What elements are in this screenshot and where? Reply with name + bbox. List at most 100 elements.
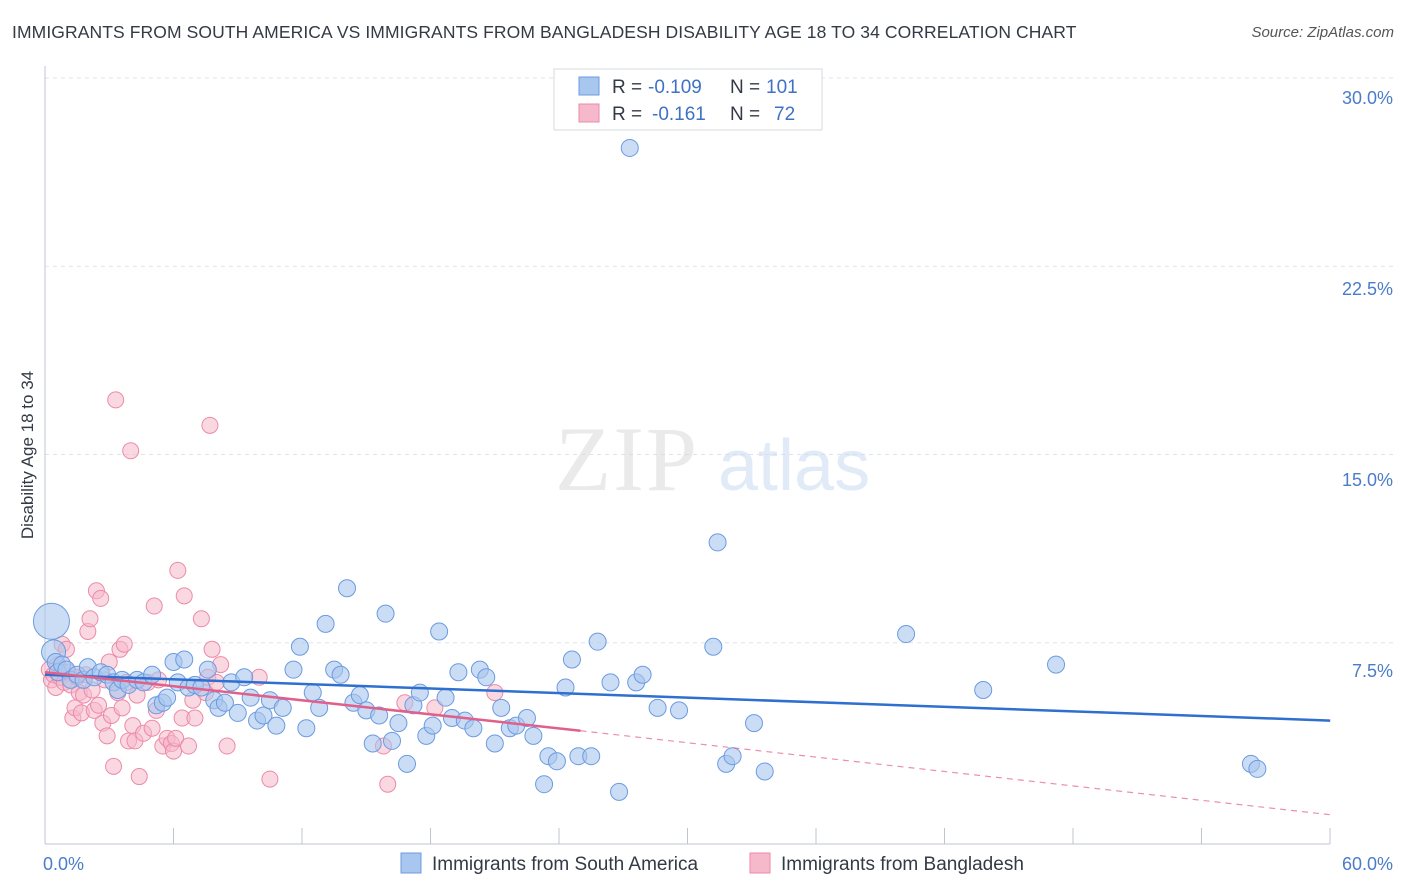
axes bbox=[44, 66, 1331, 845]
legend-blue-swatch bbox=[578, 76, 600, 96]
south-america-point-0 bbox=[32, 602, 70, 640]
south-america-point-88 bbox=[620, 138, 639, 157]
bangladesh-point-42 bbox=[130, 768, 148, 786]
south-america-point-49 bbox=[331, 665, 350, 684]
south-america-point-72 bbox=[485, 734, 504, 753]
south-america-point-55 bbox=[370, 706, 389, 725]
legend-blue-n-value: 101 bbox=[766, 77, 798, 98]
bangladesh-point-57 bbox=[180, 737, 198, 755]
south-america-point-73 bbox=[492, 698, 511, 717]
south-america-point-77 bbox=[524, 726, 543, 745]
watermark-atlas: atlas bbox=[718, 426, 870, 506]
south-america-point-85 bbox=[588, 632, 607, 651]
south-america-point-61 bbox=[410, 683, 429, 702]
legend-blue-n-label: N = bbox=[730, 77, 760, 98]
south-america-point-99 bbox=[897, 625, 916, 644]
south-america-point-67 bbox=[449, 663, 468, 682]
south-america-point-69 bbox=[464, 719, 483, 738]
south-america-point-36 bbox=[241, 688, 260, 707]
bangladesh-point-19 bbox=[81, 610, 99, 628]
trend-lines bbox=[44, 670, 1331, 816]
south-america-point-40 bbox=[267, 716, 286, 735]
bangladesh-point-24 bbox=[92, 589, 110, 607]
south-america-point-34 bbox=[228, 703, 247, 722]
south-america-point-91 bbox=[648, 698, 667, 717]
south-america-point-92 bbox=[670, 701, 689, 720]
bangladesh-trend-line bbox=[44, 670, 581, 732]
south-america-point-101 bbox=[1047, 655, 1066, 674]
south-america-point-96 bbox=[708, 533, 727, 552]
bangladesh-point-60 bbox=[192, 610, 210, 628]
south-america-point-65 bbox=[436, 688, 455, 707]
south-america-point-59 bbox=[397, 754, 416, 773]
y-tick-labels: 7.5% 15.0% 22.5% 30.0% bbox=[1342, 88, 1393, 681]
bangladesh-point-34 bbox=[113, 699, 131, 717]
legend-blue-r-value: -0.109 bbox=[648, 77, 702, 98]
bangladesh-trend-extension bbox=[580, 730, 1331, 816]
south-america-point-25 bbox=[175, 650, 194, 669]
bangladesh-point-27 bbox=[98, 727, 116, 745]
south-america-point-57 bbox=[383, 731, 402, 750]
south-america-point-63 bbox=[423, 716, 442, 735]
south-america-point-54 bbox=[363, 734, 382, 753]
bangladesh-point-59 bbox=[186, 709, 204, 727]
legend-blue-r-label: R = bbox=[612, 77, 642, 98]
south-america-point-64 bbox=[430, 622, 449, 641]
bangladesh-point-35 bbox=[115, 635, 133, 653]
legend-bottom-pink-label: Immigrants from Bangladesh bbox=[781, 854, 1024, 875]
south-america-point-103 bbox=[1248, 759, 1267, 778]
legend-pink-n-value: 72 bbox=[774, 104, 795, 125]
south-america-point-50 bbox=[338, 579, 357, 598]
source-credit: Source: ZipAtlas.com bbox=[1251, 24, 1394, 41]
south-america-point-29 bbox=[198, 660, 217, 679]
chart-title: IMMIGRANTS FROM SOUTH AMERICA VS IMMIGRA… bbox=[12, 22, 1077, 42]
bangladesh-point-23 bbox=[90, 696, 108, 714]
x-tick-label-0: 0.0% bbox=[43, 854, 84, 874]
legend-bottom-blue-label: Immigrants from South America bbox=[432, 854, 699, 875]
legend-bottom-blue-swatch bbox=[400, 852, 422, 874]
south-america-point-78 bbox=[535, 775, 554, 794]
south-america-point-98 bbox=[755, 762, 774, 781]
legend-top: R = -0.109 N = 101 R = -0.161 N = 72 bbox=[553, 68, 823, 131]
bangladesh-point-67 bbox=[218, 737, 236, 755]
bangladesh-point-46 bbox=[145, 597, 163, 615]
south-america-point-19 bbox=[143, 665, 162, 684]
south-america-trend-line bbox=[44, 673, 1331, 722]
x-tick-labels: 0.0% 60.0% bbox=[43, 854, 1393, 874]
south-america-point-76 bbox=[517, 709, 536, 728]
y-tick-label-2: 22.5% bbox=[1342, 279, 1393, 299]
watermark-zip: ZIP bbox=[555, 408, 699, 510]
south-america-point-81 bbox=[556, 678, 575, 697]
y-axis-label: Disability Age 18 to 34 bbox=[18, 371, 37, 539]
bangladesh-point-64 bbox=[203, 640, 221, 658]
south-america-point-87 bbox=[610, 782, 629, 801]
bangladesh-point-71 bbox=[379, 775, 397, 793]
south-america-point-22 bbox=[158, 688, 177, 707]
bangladesh-point-45 bbox=[143, 719, 161, 737]
south-america-point-42 bbox=[284, 660, 303, 679]
bangladesh-point-63 bbox=[201, 416, 219, 434]
south-america-point-82 bbox=[562, 650, 581, 669]
south-america-point-47 bbox=[316, 614, 335, 633]
south-america-point-52 bbox=[350, 686, 369, 705]
south-america-point-100 bbox=[974, 681, 993, 700]
bangladesh-point-31 bbox=[107, 391, 125, 409]
south-america-point-80 bbox=[547, 752, 566, 771]
legend-pink-n-label: N = bbox=[730, 104, 760, 125]
legend-pink-swatch bbox=[578, 103, 600, 123]
bangladesh-point-53 bbox=[167, 729, 185, 747]
grid-lines bbox=[45, 77, 1393, 644]
south-america-point-58 bbox=[389, 714, 408, 733]
south-america-point-86 bbox=[601, 673, 620, 692]
watermark: ZIP atlas bbox=[555, 408, 870, 510]
south-america-point-41 bbox=[273, 698, 292, 717]
y-tick-label-1: 15.0% bbox=[1342, 470, 1393, 490]
south-america-point-44 bbox=[297, 719, 316, 738]
legend-pink-r-value: -0.161 bbox=[652, 104, 706, 125]
bangladesh-point-74 bbox=[486, 684, 504, 702]
south-america-point-56 bbox=[376, 604, 395, 623]
south-america-point-97 bbox=[745, 714, 764, 733]
south-america-point-32 bbox=[215, 693, 234, 712]
y-tick-label-3: 30.0% bbox=[1342, 88, 1393, 108]
